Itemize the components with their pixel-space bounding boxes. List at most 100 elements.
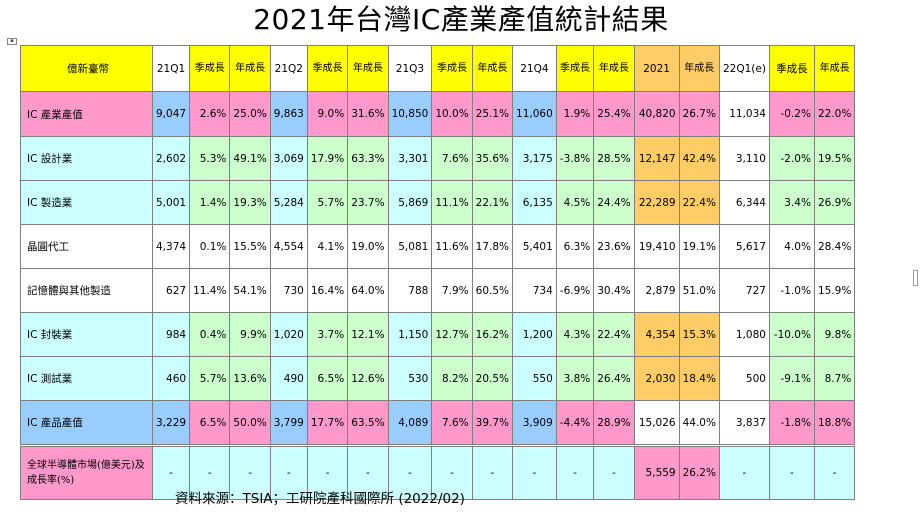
table-cell: 3,069 — [269, 136, 308, 181]
table-cell: - — [151, 444, 191, 500]
table-cell: -6.9% — [555, 268, 595, 313]
table-cell: 4.1% — [306, 224, 349, 269]
table-cell: 12.7% — [431, 312, 473, 357]
table-cell: 7.6% — [431, 400, 473, 446]
table-cell: 44.0% — [678, 400, 720, 446]
table-cell: 3,229 — [151, 400, 191, 446]
table-cell: 22.4% — [678, 180, 720, 225]
table-cell: 0.4% — [189, 312, 231, 357]
table-cell: 26.7% — [678, 91, 720, 137]
table-cell: 4.3% — [555, 312, 595, 357]
table-cell: 25.0% — [229, 91, 271, 137]
table-row: 全球半導體市場(億美元)及成長率(%) - - - - - - - - - - - -5,559 26.2… — [20, 444, 856, 500]
table-cell: 730 — [269, 268, 308, 313]
table-cell: 12.1% — [347, 312, 389, 357]
table-cell: 49.1% — [229, 136, 271, 181]
table-cell: 28.5% — [593, 136, 635, 181]
table-cell: -9.1% — [768, 356, 815, 401]
table-cell: 12,147 — [633, 136, 680, 181]
table-cell: 42.4% — [678, 136, 720, 181]
column-header: 22Q1(e) — [718, 45, 770, 92]
table-cell: 22.0% — [813, 91, 856, 137]
table-cell: 500 — [718, 356, 770, 401]
table-cell: 11.4% — [189, 268, 231, 313]
table-cell: - — [229, 444, 271, 500]
table-cell: 4,554 — [269, 224, 308, 269]
table-cell: 18.8% — [813, 400, 856, 446]
column-header: 2021 — [633, 45, 680, 92]
table-cell: 4.0% — [768, 224, 815, 269]
table-cell: 2,030 — [633, 356, 680, 401]
table-cell: 3.7% — [306, 312, 349, 357]
table-cell: 35.6% — [471, 136, 514, 181]
row-label: 記憶體與其他製造 — [20, 268, 153, 313]
table-row: 晶圓代工 4,374 0.1% 15.5% 4,554 4.1% 19.0% 5,081 11.… — [20, 224, 856, 269]
table-anchor-marker[interactable]: ▪ — [7, 38, 17, 45]
table-cell: 10,850 — [387, 91, 433, 137]
table-cell: 6.5% — [306, 356, 349, 401]
table-row: IC 設計業 2,602 5.3% 49.1% 3,069 17.9% 63.3% 3,301… — [20, 136, 856, 181]
page-title: 2021年台灣IC產業產值統計結果 — [253, 3, 669, 36]
table-cell: 22.1% — [471, 180, 514, 225]
table-row: IC 產業產值 9,047 2.6% 25.0% 9,863 9.0% 31.6% 10,85… — [20, 91, 856, 137]
table-cell: 17.7% — [306, 400, 349, 446]
column-header: 21Q3 — [387, 45, 433, 92]
table-row: IC 測試業 460 5.7% 13.6% 490 6.5% 12.6% 530 8.2% 20.… — [20, 356, 856, 401]
column-header: 21Q4 — [512, 45, 557, 92]
table-cell: 15,026 — [633, 400, 680, 446]
table-cell: 3.8% — [555, 356, 595, 401]
table-cell: - — [347, 444, 389, 500]
column-header: 年成長 — [229, 45, 271, 92]
table-row: IC 封裝業 984 0.4% 9.9% 1,020 3.7% 12.1% 1,150 12.7… — [20, 312, 856, 357]
table-cell: - — [555, 444, 595, 500]
table-cell: 9,047 — [151, 91, 191, 137]
table-cell: - — [718, 444, 770, 500]
table-cell: 50.0% — [229, 400, 271, 446]
column-header: 季成長 — [189, 45, 231, 92]
table-cell: 1,150 — [387, 312, 433, 357]
table-cell: 11.6% — [431, 224, 473, 269]
table-cell: -10.0% — [768, 312, 815, 357]
table-cell: 23.6% — [593, 224, 635, 269]
table-cell: 6.3% — [555, 224, 595, 269]
table-cell: 15.3% — [678, 312, 720, 357]
table-cell: 4.5% — [555, 180, 595, 225]
table-cell: - — [269, 444, 308, 500]
table-cell: 25.1% — [471, 91, 514, 137]
table-cell: 23.7% — [347, 180, 389, 225]
table-cell: 5,401 — [512, 224, 557, 269]
column-header: 季成長 — [306, 45, 349, 92]
table-cell: -0.2% — [768, 91, 815, 137]
table-cell: 7.9% — [431, 268, 473, 313]
table-cell: 1,200 — [512, 312, 557, 357]
table-cell: 3,301 — [387, 136, 433, 181]
table-cell: 17.8% — [471, 224, 514, 269]
table-cell: 0.1% — [189, 224, 231, 269]
table-row: IC 產品產值 3,229 6.5% 50.0% 3,799 17.7% 63.5% 4,08… — [20, 400, 856, 446]
table-cell: 28.9% — [593, 400, 635, 446]
table-cell: 6,344 — [718, 180, 770, 225]
table-cell: 4,374 — [151, 224, 191, 269]
row-label: IC 測試業 — [20, 356, 153, 401]
column-header: 年成長 — [471, 45, 514, 92]
table-cell: - — [306, 444, 349, 500]
table-cell: 2.6% — [189, 91, 231, 137]
table-cell: 984 — [151, 312, 191, 357]
table-cell: - — [813, 444, 856, 500]
row-label: IC 產業產值 — [20, 91, 153, 137]
table-cell: 9.8% — [813, 312, 856, 357]
table-cell: 2,879 — [633, 268, 680, 313]
table-cell: 530 — [387, 356, 433, 401]
resize-handle[interactable] — [913, 270, 918, 286]
table-cell: 60.5% — [471, 268, 514, 313]
table-cell: 3.4% — [768, 180, 815, 225]
table-cell: 19,410 — [633, 224, 680, 269]
table-cell: - — [431, 444, 473, 500]
table-cell: 550 — [512, 356, 557, 401]
table-cell: 5.3% — [189, 136, 231, 181]
table-cell: 11.1% — [431, 180, 473, 225]
table-cell: 5,617 — [718, 224, 770, 269]
table-cell: 9.0% — [306, 91, 349, 137]
table-cell: 54.1% — [229, 268, 271, 313]
column-header: 季成長 — [555, 45, 595, 92]
